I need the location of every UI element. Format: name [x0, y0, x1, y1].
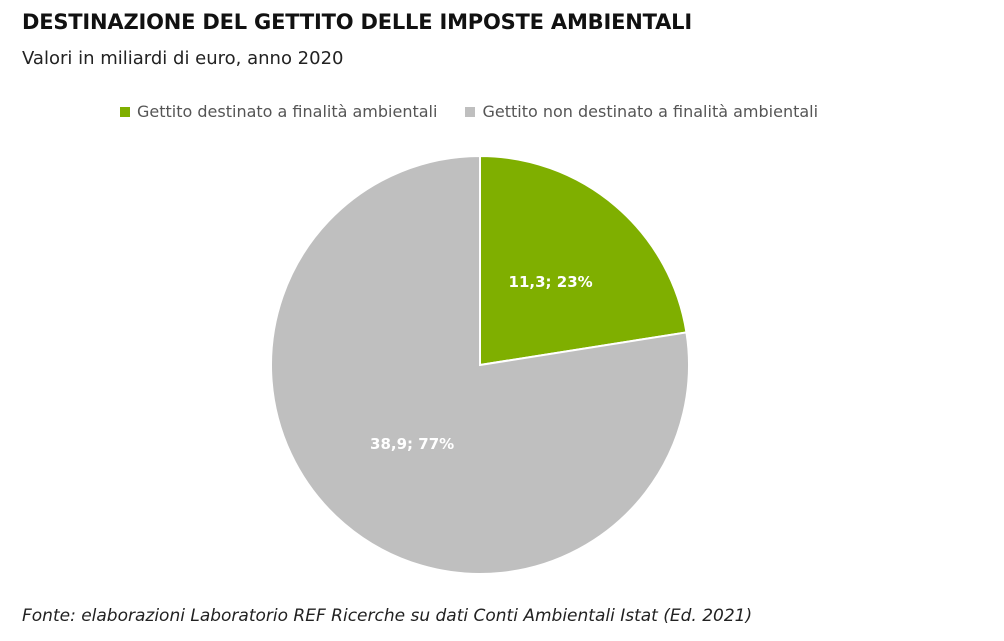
chart-title: DESTINAZIONE DEL GETTITO DELLE IMPOSTE A…	[22, 10, 692, 34]
legend-label-non-environmental: Gettito non destinato a finalità ambient…	[482, 102, 819, 121]
pie-slice-non-environmental	[270, 154, 690, 575]
legend-swatch-environmental	[120, 106, 130, 117]
legend-item-non-environmental: Gettito non destinato a finalità ambient…	[465, 102, 818, 121]
pie-label-environmental: 11,3; 23%	[509, 273, 593, 291]
legend-item-environmental: Gettito destinato a finalità ambientali	[120, 102, 437, 121]
chart-subtitle: Valori in miliardi di euro, anno 2020	[22, 48, 344, 69]
pie-slices-group	[270, 154, 690, 575]
legend-swatch-non-environmental	[465, 106, 476, 117]
legend-label-environmental: Gettito destinato a finalità ambientali	[137, 102, 438, 121]
pie-slice-environmental	[479, 154, 688, 367]
pie-label-non-environmental: 38,9; 77%	[370, 435, 454, 453]
chart-source-note: Fonte: elaborazioni Laboratorio REF Rice…	[22, 606, 753, 626]
pie-labels-group: 11,3; 23% 38,9; 77%	[370, 273, 593, 453]
chart-legend: Gettito destinato a finalità ambientali …	[120, 102, 846, 121]
